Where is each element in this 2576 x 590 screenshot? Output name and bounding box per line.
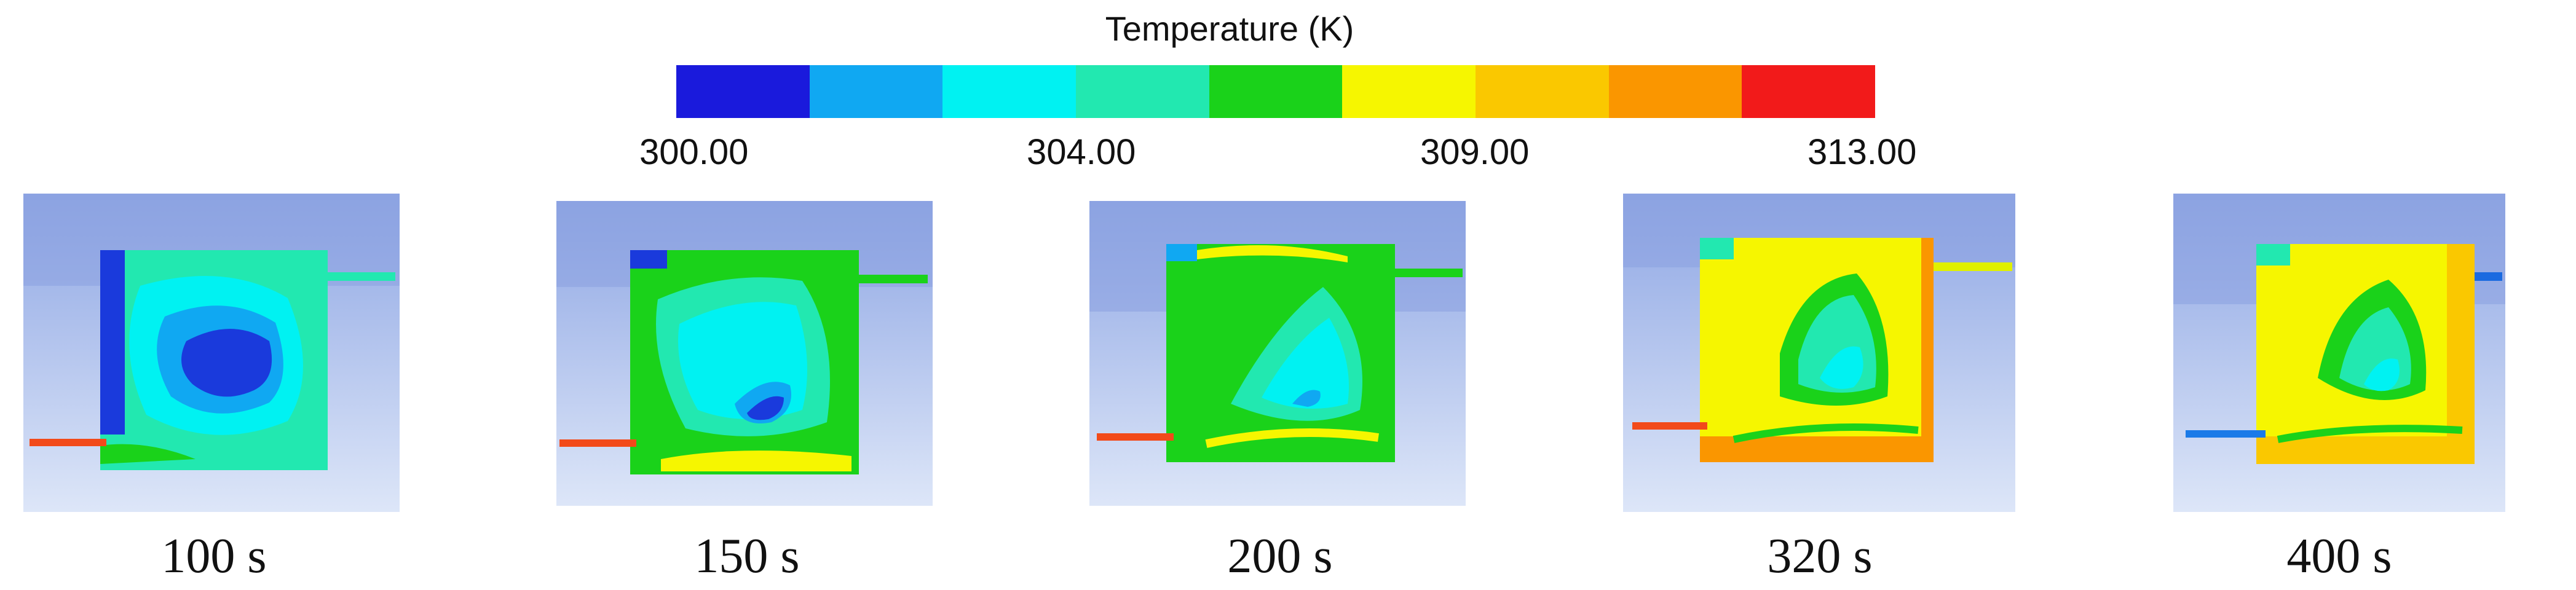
colorbar-tick-min: 300.00 <box>639 132 749 172</box>
colorbar-segment-6 <box>1476 65 1609 118</box>
colorbar-segment-7 <box>1608 65 1742 118</box>
colorbar-segment-8 <box>1742 65 1876 118</box>
colorbar-tick-309: 309.00 <box>1420 132 1530 172</box>
contour-panel-150s <box>556 201 933 506</box>
colorbar-segment-3 <box>1076 65 1209 118</box>
contour-panel-100s <box>23 194 400 512</box>
colorbar-segment-4 <box>1209 65 1343 118</box>
colorbar-tick-max: 313.00 <box>1808 132 1917 172</box>
colorbar-segment-5 <box>1342 65 1476 118</box>
time-label-150s: 150 s <box>694 529 800 583</box>
colorbar-tick-304: 304.00 <box>1027 132 1136 172</box>
legend-title: Temperature (K) <box>1105 9 1354 48</box>
contour-panel-400s <box>2173 194 2505 512</box>
contour-panel-200s <box>1089 201 1466 506</box>
colorbar-segment-0 <box>676 65 810 118</box>
time-label-320s: 320 s <box>1767 529 1873 583</box>
contour-panel-320s <box>1623 194 2015 512</box>
colorbar-segment-1 <box>809 65 943 118</box>
temperature-colorbar <box>676 65 1876 118</box>
time-label-200s: 200 s <box>1227 529 1333 583</box>
colorbar-segment-2 <box>942 65 1077 118</box>
time-label-400s: 400 s <box>2286 529 2392 583</box>
time-label-100s: 100 s <box>161 529 267 583</box>
